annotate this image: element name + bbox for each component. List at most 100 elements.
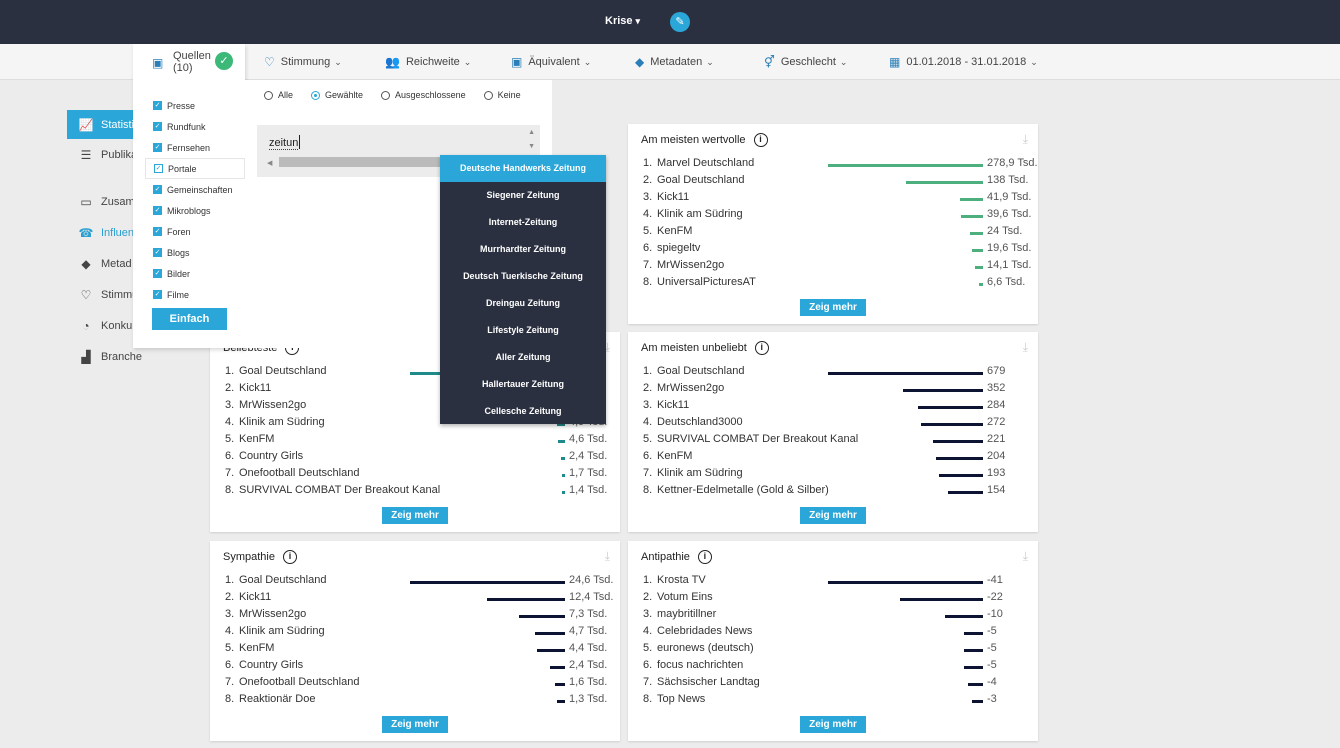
show-more-button[interactable]: Zeig mehr [382,716,448,733]
info-icon[interactable]: i [697,550,712,564]
suggestion-item[interactable]: Cellesche Zeitung [484,406,562,416]
list-item[interactable]: 1. Goal Deutschland 24,6 Tsd. [225,573,613,590]
list-item[interactable]: 3. Kick11 284 [643,398,1023,415]
source-item[interactable]: ✓ Portale [145,158,245,179]
download-icon[interactable]: ⤓ [604,340,610,354]
list-item[interactable]: 7. Onefootball Deutschland 1,7 Tsd. [225,466,607,483]
list-item[interactable]: 5. KenFM 4,4 Tsd. [225,641,607,658]
list-item[interactable]: 4. Klinik am Südring 39,6 Tsd. [643,207,1031,224]
source-item[interactable]: ✓ Blogs [145,242,245,263]
checkbox[interactable]: ✓ [153,206,162,215]
filter-geschlecht[interactable]: ⚥ Geschlecht ⌄ [764,44,847,80]
filter-metadaten[interactable]: ◆ Metadaten ⌄ [635,44,714,80]
download-icon[interactable]: ⤓ [1022,132,1028,146]
list-item[interactable]: 7. Klinik am Südring 193 [643,466,1023,483]
download-icon[interactable]: ⤓ [1022,549,1028,563]
radio-circle[interactable] [381,90,391,100]
show-more-button[interactable]: Zeig mehr [800,507,866,524]
scroll-up-icon[interactable]: ▲ [528,129,535,136]
radio-option[interactable]: Gewählte [311,90,363,100]
radio-circle[interactable] [311,90,321,100]
info-icon[interactable]: i [753,133,768,147]
list-item[interactable]: 8. Kettner-Edelmetalle (Gold & Silber) 154 [643,483,1023,500]
download-icon[interactable]: ⤓ [604,549,610,563]
suggestion-item[interactable]: Lifestyle Zeitung [487,325,559,335]
list-item[interactable]: 2. Kick11 12,4 Tsd. [225,590,613,607]
suggestion-item[interactable]: Murrhardter Zeitung [479,244,566,254]
list-item[interactable]: 6. Country Girls 2,4 Tsd. [225,658,607,675]
checkbox[interactable]: ✓ [153,122,162,131]
list-item[interactable]: 5. KenFM 4,6 Tsd. [225,432,607,449]
nav-item-influencer[interactable]: ☎ Influen [67,217,207,248]
suggestion-item[interactable]: Dreingau Zeitung [486,298,560,308]
checkbox[interactable]: ✓ [153,269,162,278]
suggestion-item[interactable]: Siegener Zeitung [486,190,560,200]
list-item[interactable]: 8. Reaktionär Doe 1,3 Tsd. [225,692,607,709]
list-item[interactable]: 1. Marvel Deutschland 278,9 Tsd. [643,156,1038,173]
checkbox[interactable]: ✓ [153,101,162,110]
checkbox[interactable]: ✓ [153,248,162,257]
list-item[interactable]: 7. Onefootball Deutschland 1,6 Tsd. [225,675,607,692]
list-item[interactable]: 4. Celebridades News -5 [643,624,1023,641]
list-item[interactable]: 7. MrWissen2go 14,1 Tsd. [643,258,1031,275]
nav-item-konkurrenz[interactable]: ◔ Konkur [67,310,207,341]
source-item[interactable]: ✓ Rundfunk [145,116,245,137]
list-item[interactable]: 2. MrWissen2go 352 [643,381,1023,398]
scroll-down-icon[interactable]: ▼ [528,143,535,150]
list-item[interactable]: 5. euronews (deutsch) -5 [643,641,1023,658]
list-item[interactable]: 4. Klinik am Südring 4,7 Tsd. [225,624,607,641]
checkbox[interactable]: ✓ [154,164,163,173]
pencil-icon[interactable]: ✎ [670,12,690,32]
filter-stimmung[interactable]: ♡ Stimmung ⌄ [264,44,342,80]
suggestion-item[interactable]: Hallertauer Zeitung [481,379,564,389]
source-item[interactable]: ✓ Gemeinschaften [145,179,245,200]
portal-search-input[interactable]: zeitun [269,137,299,150]
list-item[interactable]: 4. Deutschland3000 272 [643,415,1023,432]
nav-item-stimmung[interactable]: ♡ Stimmu [67,279,207,310]
list-item[interactable]: 6. KenFM 204 [643,449,1023,466]
filter-aequivalent[interactable]: ▣ Äquivalent ⌄ [511,44,591,80]
list-item[interactable]: 8. UniversalPicturesAT 6,6 Tsd. [643,275,1025,292]
nav-item-zusammenfassung[interactable]: ▭ Zusam [67,186,207,217]
suggestion-item[interactable]: Internet-Zeitung [488,217,558,227]
suggestion-item[interactable]: Deutsche Handwerks Zeitung [440,155,606,182]
nav-item-branche[interactable]: ▟ Branche [67,341,207,372]
list-item[interactable]: 3. MrWissen2go 7,3 Tsd. [225,607,607,624]
source-item[interactable]: ✓ Filme [145,284,245,305]
show-more-button[interactable]: Zeig mehr [800,299,866,316]
show-more-button[interactable]: Zeig mehr [382,507,448,524]
suggestion-item[interactable]: Deutsch Tuerkische Zeitung [463,271,583,281]
list-item[interactable]: 7. Sächsischer Landtag -4 [643,675,1023,692]
list-item[interactable]: 3. maybritillner -10 [643,607,1023,624]
source-item[interactable]: ✓ Foren [145,221,245,242]
source-item[interactable]: ✓ Mikroblogs [145,200,245,221]
info-icon[interactable]: i [282,550,297,564]
checkbox[interactable]: ✓ [153,227,162,236]
filter-reichweite[interactable]: 👥 Reichweite ⌄ [385,44,471,80]
suggestion-item[interactable]: Aller Zeitung [495,352,551,362]
scroll-left-icon[interactable]: ◀ [267,160,273,167]
radio-option[interactable]: Keine [483,90,521,100]
list-item[interactable]: 8. Top News -3 [643,692,1023,709]
project-selector[interactable]: Krise ▾ [605,15,640,27]
list-item[interactable]: 2. Votum Eins -22 [643,590,1023,607]
list-item[interactable]: 3. MrWissen2go [225,398,605,415]
show-more-button[interactable]: Zeig mehr [800,716,866,733]
source-item[interactable]: ✓ Presse [145,95,245,116]
radio-circle[interactable] [483,90,493,100]
checkbox[interactable]: ✓ [153,290,162,299]
list-item[interactable]: 6. focus nachrichten -5 [643,658,1023,675]
radio-option[interactable]: Alle [264,90,293,100]
radio-option[interactable]: Ausgeschlossene [381,90,466,100]
filter-date[interactable]: ▦ 01.01.2018 - 31.01.2018 ⌄ [889,44,1038,80]
download-icon[interactable]: ⤓ [1022,340,1028,354]
horizontal-scrollbar[interactable] [279,157,449,167]
list-item[interactable]: 2. Kick11 [225,381,605,398]
list-item[interactable]: 5. KenFM 24 Tsd. [643,224,1023,241]
nav-item-publikationen[interactable]: ☰ Publika [67,139,207,170]
info-icon[interactable]: i [754,341,769,355]
list-item[interactable]: 3. Kick11 41,9 Tsd. [643,190,1031,207]
nav-item-metadaten[interactable]: ◆ Metad [67,248,207,279]
source-item[interactable]: ✓ Bilder [145,263,245,284]
list-item[interactable]: 1. Goal Deutschland 679 [643,364,1023,381]
